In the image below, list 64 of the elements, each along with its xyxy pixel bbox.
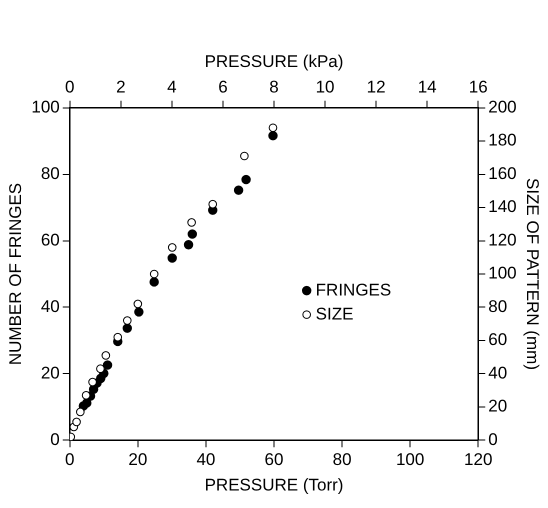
y2-tick-label: 20 (488, 396, 508, 416)
x2-tick-label: 6 (218, 77, 228, 96)
point (241, 174, 251, 184)
x2-tick-label: 4 (167, 77, 177, 96)
point (113, 332, 122, 342)
y-axis-title: NUMBER OF FRINGES (6, 182, 25, 366)
y2-tick-label: 180 (488, 130, 517, 150)
y2-tick-label: 160 (488, 164, 517, 183)
y-tick-label: 60 (40, 230, 60, 250)
point (168, 253, 177, 263)
point (134, 307, 144, 317)
y2-tick-label: 80 (488, 296, 508, 316)
x2-tick-label: 14 (418, 77, 437, 96)
point (134, 300, 142, 308)
x-tick-label: 120 (464, 450, 492, 470)
x2-tick-label: 8 (269, 77, 279, 96)
y2-tick-label: 100 (488, 264, 517, 283)
point (102, 351, 110, 360)
point (82, 391, 90, 400)
point (72, 418, 81, 426)
y2-tick-label: 0 (488, 430, 498, 449)
point (234, 186, 244, 195)
point (96, 364, 105, 374)
point (268, 131, 278, 140)
y-tick-label: 0 (50, 430, 60, 449)
x-axis-title: PRESSURE (Torr) (204, 475, 344, 494)
point (122, 323, 132, 333)
point (268, 123, 278, 132)
x-tick-label: 40 (196, 450, 216, 470)
point (76, 408, 85, 416)
y-tick-label: 100 (31, 97, 60, 116)
y2-tick-label: 60 (488, 330, 508, 350)
point (102, 360, 112, 370)
x2-tick-label: 10 (316, 77, 335, 96)
x-tick-label: 20 (128, 450, 148, 470)
point (240, 152, 249, 160)
point (188, 229, 198, 239)
y-tick-label: 20 (40, 363, 60, 382)
point (149, 277, 159, 287)
point (168, 243, 177, 252)
legend-label: FRINGES (316, 280, 392, 300)
y2-tick-label: 200 (488, 97, 517, 116)
y-tick-label: 80 (40, 164, 60, 183)
x2-tick-label: 12 (366, 77, 386, 96)
x2-tick-label: 16 (468, 77, 488, 96)
x2-tick-label: 0 (65, 77, 74, 96)
y2-tick-label: 120 (488, 230, 517, 250)
y2-tick-label: 40 (488, 363, 508, 382)
point (184, 240, 194, 250)
legend-label: SIZE (316, 304, 354, 324)
y2-tick-label: 140 (488, 197, 517, 216)
point (150, 270, 158, 278)
y-tick-label: 40 (40, 296, 60, 316)
x-tick-label: 80 (332, 450, 352, 470)
x-tick-label: 100 (396, 450, 424, 470)
x-tick-label: 60 (264, 450, 284, 470)
point (208, 200, 218, 208)
point (88, 378, 97, 386)
x2-tick-label: 2 (116, 77, 126, 96)
x-tick-label: 0 (65, 450, 74, 470)
point (187, 218, 196, 227)
y2-axis-title: SIZE OF PATTERN (mm) (523, 178, 542, 370)
x2-axis-title: PRESSURE (kPa) (204, 52, 344, 71)
point (122, 316, 132, 325)
